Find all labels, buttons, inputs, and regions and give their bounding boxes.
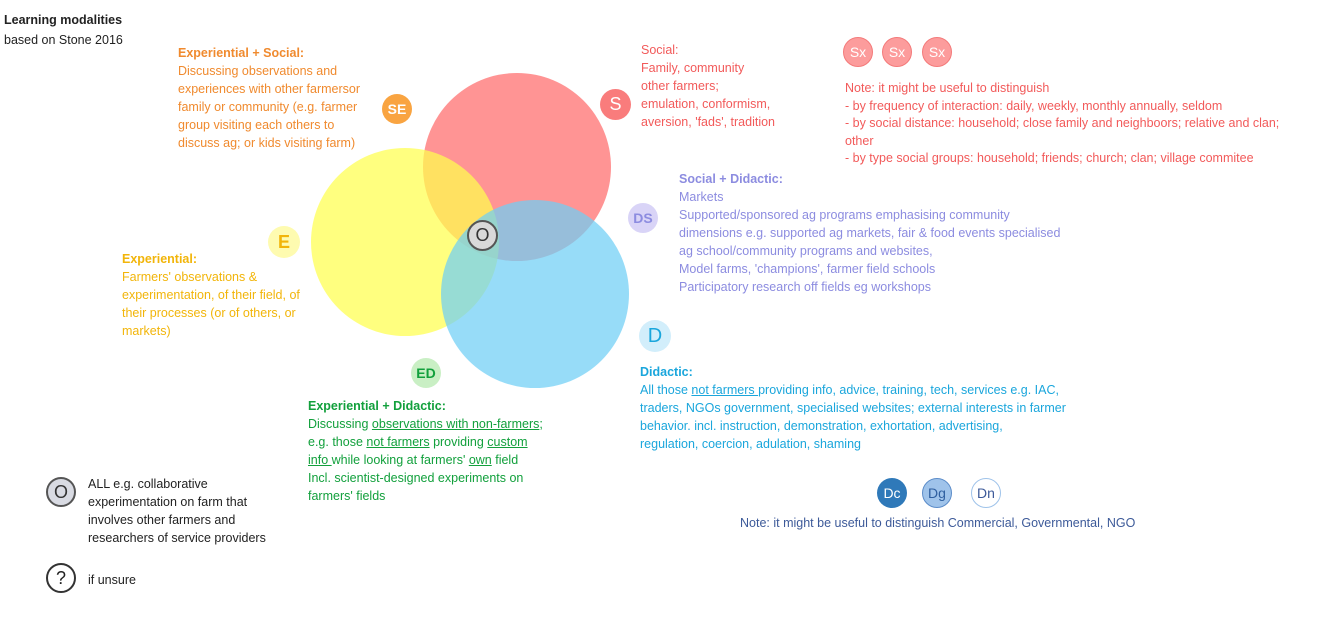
social-didactic-line: Markets [679, 190, 724, 204]
dc-badge: Dc [877, 478, 907, 508]
experiential-line: Farmers' observations & [122, 270, 258, 284]
social-note-line: other [845, 133, 874, 148]
se-badge: SE [382, 94, 412, 124]
all-legend-line: involves other farmers and [88, 513, 236, 527]
ed-text-span: field [491, 453, 519, 467]
ed-text-span: while looking at farmers' [331, 453, 469, 467]
experiential-didactic-line-2: e.g. those not farmers providing custom [308, 433, 543, 451]
social-text: Social: Family, community other farmers;… [641, 41, 775, 131]
social-line: other farmers; [641, 79, 719, 93]
all-legend-line: ALL e.g. collaborative [88, 477, 208, 491]
didactic-line: behavior. incl. instruction, demonstrati… [640, 419, 1003, 433]
experiential-didactic-line-3: info while looking at farmers' own field [308, 451, 543, 469]
ed-text-span: providing [429, 435, 488, 449]
social-note: Note: it might be useful to distinguish … [845, 80, 1279, 168]
social-note-line: - by social distance: household; close f… [845, 116, 1280, 130]
experiential-social-text: Experiential + Social: Discussing observ… [178, 44, 360, 152]
experiential-didactic-text: Experiential + Didactic: Discussing obse… [308, 397, 543, 505]
social-line: aversion, 'fads', tradition [641, 115, 776, 129]
sx-badge: Sx [922, 37, 952, 67]
experiential-didactic-line: farmers' fields [308, 489, 386, 503]
social-didactic-line: ag school/community programs and website… [679, 244, 933, 258]
didactic-text: Didactic: All those not farmers providin… [640, 363, 1066, 453]
experiential-social-line: experiences with other farmersor [178, 82, 361, 96]
social-didactic-line: Model farms, 'champions', farmer field s… [679, 262, 936, 276]
ed-text-span: Discussing [308, 417, 372, 431]
social-didactic-line: dimensions e.g. supported ag markets, fa… [679, 226, 1061, 240]
ed-badge: ED [411, 358, 441, 388]
d-badge: D [639, 320, 671, 352]
experiential-social-line: family or community (e.g. farmer [178, 100, 358, 114]
didactic-heading: Didactic: [640, 365, 693, 379]
social-note-line: - by type social groups: household; frie… [845, 151, 1254, 165]
experiential-heading: Experiential: [122, 252, 198, 266]
ds-badge: DS [628, 203, 658, 233]
ed-text-span: ; [539, 417, 543, 431]
all-legend-text: ALL e.g. collaborative experimentation o… [88, 475, 266, 547]
experiential-didactic-line: Incl. scientist-designed experiments on [308, 471, 524, 485]
ed-text-span: e.g. those [308, 435, 367, 449]
e-badge: E [268, 226, 300, 258]
page-subtitle: based on Stone 2016 [4, 33, 123, 47]
ed-underlined-span: own [468, 453, 492, 467]
didactic-note: Note: it might be useful to distinguish … [740, 516, 1136, 530]
all-legend-badge: O [46, 477, 76, 507]
sx-badge: Sx [882, 37, 912, 67]
social-didactic-line: Supported/sponsored ag programs emphasis… [679, 208, 1010, 222]
s-badge: S [600, 89, 631, 120]
didactic-line: traders, NGOs government, specialised we… [640, 401, 1066, 415]
ed-underlined-span: info [308, 453, 332, 467]
experiential-didactic-line-1: Discussing observations with non-farmers… [308, 415, 543, 433]
experiential-text: Experiential: Farmers' observations & ex… [122, 250, 300, 340]
experiential-line: their processes (or of others, or [122, 306, 296, 320]
unsure-badge: ? [46, 563, 76, 593]
experiential-line: experimentation, of their field, of [122, 288, 300, 302]
social-note-line: Note: it might be useful to distinguish [845, 81, 1050, 95]
social-line: emulation, conformism, [641, 97, 771, 111]
didactic-text-span: All those [640, 383, 692, 397]
page-title: Learning modalities [4, 13, 123, 27]
didactic-line: regulation, coercion, adulation, shaming [640, 437, 861, 451]
experiential-social-line: discuss ag; or kids visiting farm) [178, 136, 356, 150]
experiential-line: markets) [122, 324, 171, 338]
experiential-social-line: group visiting each others to [178, 118, 335, 132]
social-heading: Social: [641, 43, 679, 57]
experiential-didactic-heading: Experiential + Didactic: [308, 399, 446, 413]
social-line: Family, community [641, 61, 745, 75]
ed-underlined-span: custom [487, 435, 528, 449]
social-didactic-text: Social + Didactic: Markets Supported/spo… [679, 170, 1060, 296]
unsure-text: if unsure [88, 573, 136, 587]
ed-underlined-span: observations with non-farmers [371, 417, 540, 431]
didactic-line-1: All those not farmers providing info, ad… [640, 381, 1066, 399]
all-legend-line: researchers of service providers [88, 531, 266, 545]
social-didactic-line: Participatory research off fields eg wor… [679, 280, 931, 294]
didactic-text-span: providing info, advice, training, tech, … [758, 383, 1059, 397]
dg-badge: Dg [922, 478, 952, 508]
dn-badge: Dn [971, 478, 1001, 508]
ed-underlined-span: not farmers [366, 435, 430, 449]
all-legend-line: experimentation on farm that [88, 495, 248, 509]
all-center-badge: O [467, 220, 498, 251]
didactic-underlined-span: not farmers [691, 383, 759, 397]
social-didactic-heading: Social + Didactic: [679, 172, 783, 186]
experiential-social-line: Discussing observations and [178, 64, 338, 78]
sx-badge: Sx [843, 37, 873, 67]
experiential-social-heading: Experiential + Social: [178, 46, 305, 60]
social-note-line: - by frequency of interaction: daily, we… [845, 98, 1223, 113]
